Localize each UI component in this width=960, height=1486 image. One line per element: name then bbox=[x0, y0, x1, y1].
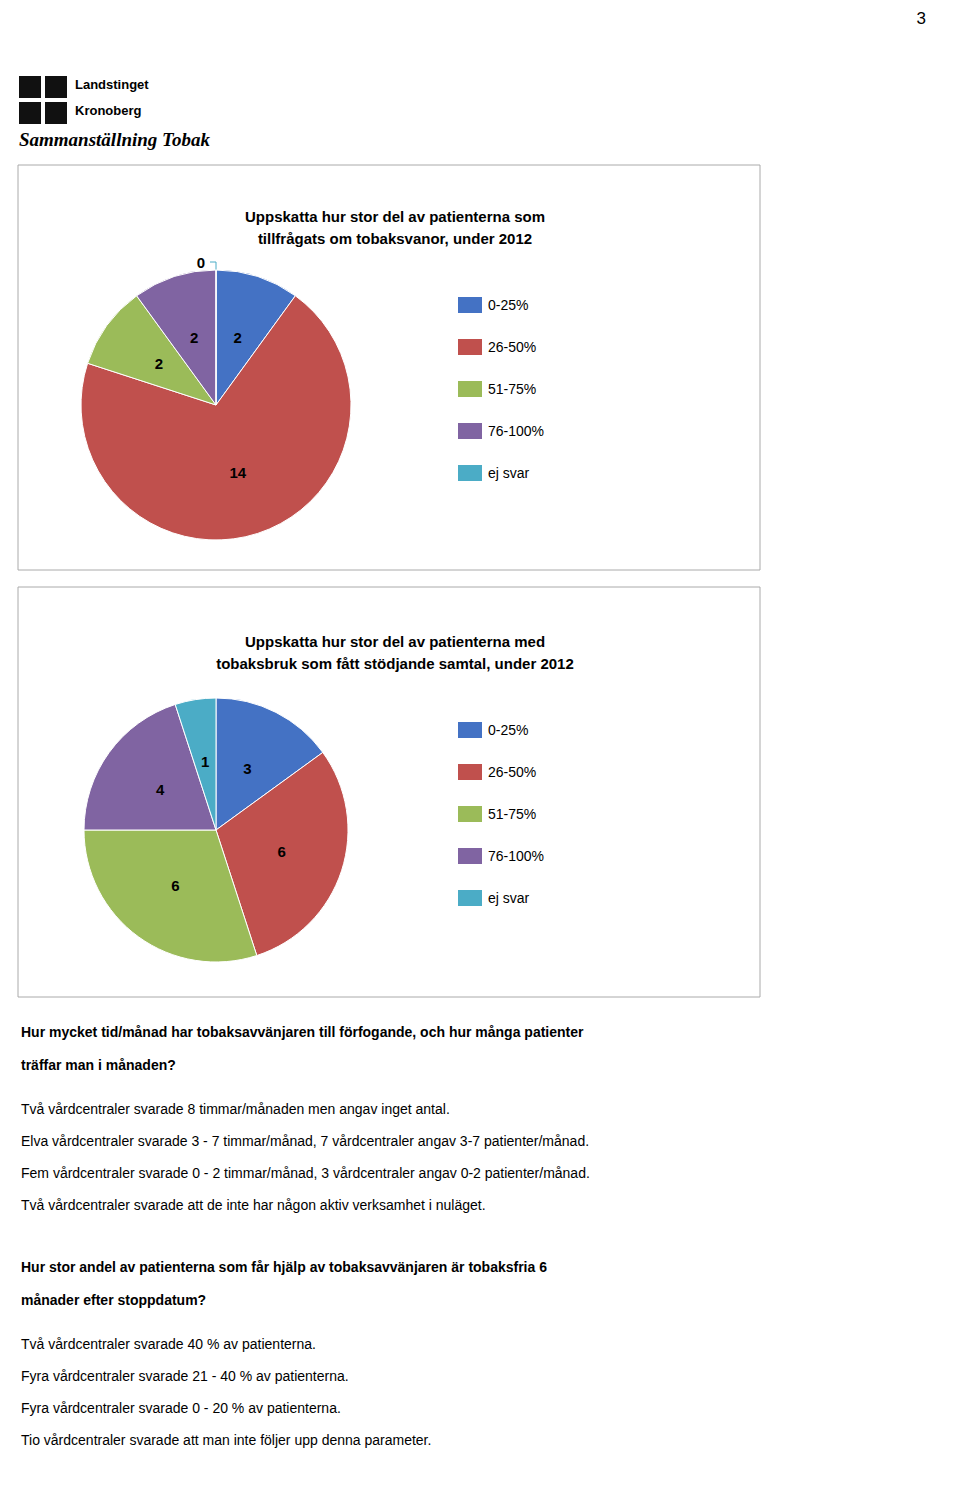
svg-text:3: 3 bbox=[917, 9, 926, 28]
svg-text:träffar man i månaden?: träffar man i månaden? bbox=[21, 1057, 176, 1073]
svg-text:tobaksbruk som fått stödjande: tobaksbruk som fått stödjande samtal, un… bbox=[216, 655, 574, 672]
svg-text:Uppskatta hur stor del av pati: Uppskatta hur stor del av patienterna me… bbox=[245, 633, 545, 650]
svg-text:tillfrågats om tobaksvanor, un: tillfrågats om tobaksvanor, under 2012 bbox=[258, 230, 532, 247]
svg-text:Elva vårdcentraler svarade 3 -: Elva vårdcentraler svarade 3 - 7 timmar/… bbox=[21, 1133, 589, 1149]
svg-text:Två vårdcentraler svarade 8 ti: Två vårdcentraler svarade 8 timmar/månad… bbox=[21, 1101, 450, 1117]
svg-text:ej svar: ej svar bbox=[488, 890, 530, 906]
svg-text:2: 2 bbox=[234, 329, 242, 346]
svg-text:Fem vårdcentraler svarade 0 -: Fem vårdcentraler svarade 0 - 2 timmar/m… bbox=[21, 1165, 590, 1181]
svg-text:Landstinget: Landstinget bbox=[75, 77, 149, 92]
svg-text:Fyra vårdcentraler svarade 21: Fyra vårdcentraler svarade 21 - 40 % av … bbox=[21, 1368, 349, 1384]
svg-text:26-50%: 26-50% bbox=[488, 764, 536, 780]
svg-text:6: 6 bbox=[277, 843, 285, 860]
svg-text:0-25%: 0-25% bbox=[488, 297, 528, 313]
svg-text:1: 1 bbox=[201, 753, 209, 770]
svg-text:2: 2 bbox=[155, 355, 163, 372]
svg-text:Uppskatta hur stor del av pati: Uppskatta hur stor del av patienterna so… bbox=[245, 208, 545, 225]
svg-text:Tio vårdcentraler svarade att: Tio vårdcentraler svarade att man inte f… bbox=[21, 1432, 431, 1448]
svg-text:Hur stor andel av patienterna: Hur stor andel av patienterna som får hj… bbox=[21, 1259, 547, 1275]
svg-text:26-50%: 26-50% bbox=[488, 339, 536, 355]
svg-text:2: 2 bbox=[190, 329, 198, 346]
svg-text:0: 0 bbox=[197, 254, 205, 271]
svg-text:Två vårdcentraler svarade 40 %: Två vårdcentraler svarade 40 % av patien… bbox=[21, 1336, 316, 1352]
svg-text:51-75%: 51-75% bbox=[488, 806, 536, 822]
svg-text:Fyra vårdcentraler svarade 0 -: Fyra vårdcentraler svarade 0 - 20 % av p… bbox=[21, 1400, 341, 1416]
svg-text:76-100%: 76-100% bbox=[488, 848, 544, 864]
svg-text:Kronoberg: Kronoberg bbox=[75, 103, 142, 118]
svg-text:76-100%: 76-100% bbox=[488, 423, 544, 439]
svg-text:Sammanställning Tobak: Sammanställning Tobak bbox=[19, 129, 210, 150]
svg-text:51-75%: 51-75% bbox=[488, 381, 536, 397]
svg-text:månader efter stoppdatum?: månader efter stoppdatum? bbox=[21, 1292, 206, 1308]
svg-text:Två vårdcentraler svarade att: Två vårdcentraler svarade att de inte ha… bbox=[21, 1197, 486, 1213]
svg-text:0-25%: 0-25% bbox=[488, 722, 528, 738]
svg-text:4: 4 bbox=[156, 781, 165, 798]
svg-text:6: 6 bbox=[171, 877, 179, 894]
svg-text:3: 3 bbox=[243, 760, 251, 777]
svg-text:Hur mycket tid/månad har tobak: Hur mycket tid/månad har tobaksavvänjare… bbox=[21, 1024, 584, 1040]
svg-text:ej svar: ej svar bbox=[488, 465, 530, 481]
svg-text:14: 14 bbox=[229, 464, 246, 481]
